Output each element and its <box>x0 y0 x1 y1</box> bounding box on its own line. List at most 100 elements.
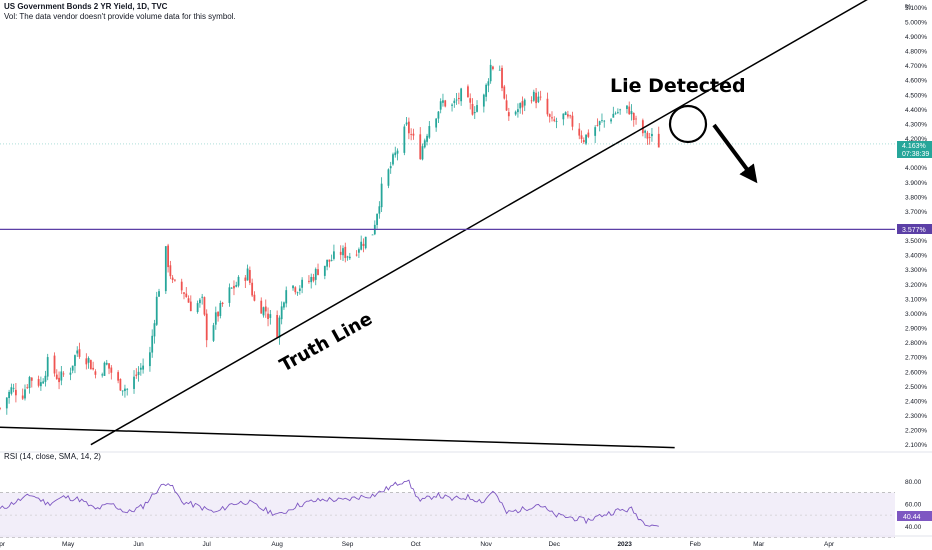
candle-body <box>498 69 501 71</box>
candle-body <box>76 350 79 354</box>
candle-body <box>301 279 304 288</box>
candle-body <box>108 363 110 369</box>
candle-body <box>26 387 29 389</box>
rsi-badge: 40.44 <box>897 511 932 521</box>
candle-body <box>260 300 263 314</box>
candle-body <box>323 265 326 276</box>
candle-body <box>180 281 183 291</box>
candle-body <box>228 287 231 303</box>
candle-body <box>485 84 488 97</box>
candle-body <box>503 86 506 99</box>
candle-body <box>298 288 301 291</box>
candle-body <box>614 113 617 115</box>
truth-line-extension <box>708 0 868 92</box>
candle-body <box>648 137 651 138</box>
candle-body <box>530 100 533 102</box>
candle-body <box>587 132 590 137</box>
candle-body <box>330 260 333 261</box>
candle-body <box>237 276 240 286</box>
candle-body <box>264 306 267 312</box>
candle-body <box>167 245 169 268</box>
rsi-tick-label: 60.00 <box>905 501 922 508</box>
candle-body <box>219 303 222 316</box>
candle-body <box>24 389 26 399</box>
candle-body <box>37 379 40 386</box>
candle-body <box>142 365 145 370</box>
candle-body <box>355 254 358 256</box>
candle-body <box>392 154 394 165</box>
candle-body <box>28 377 31 389</box>
candle-body <box>101 374 104 376</box>
candle-body <box>535 92 537 104</box>
candle-body <box>555 121 558 122</box>
candle-body <box>214 312 217 325</box>
candle-body <box>435 118 438 128</box>
candle-body <box>471 103 474 115</box>
candle-body <box>196 303 199 313</box>
candle-body <box>169 265 172 277</box>
candle-body <box>523 99 526 106</box>
hline-badge: 3.577% <box>897 224 932 234</box>
candle-body <box>505 100 508 111</box>
candle-body <box>339 251 342 255</box>
candle-body <box>346 256 349 258</box>
candle-body <box>74 355 76 366</box>
candle-body <box>598 121 601 125</box>
candle-body <box>185 293 188 298</box>
candle-body <box>296 292 299 294</box>
y-tick-label: 4.700% <box>905 63 927 70</box>
rsi-line <box>0 479 659 527</box>
candle-body <box>251 282 254 296</box>
candle-body <box>387 169 390 186</box>
y-tick-label: 2.900% <box>905 326 927 333</box>
candle-body <box>212 325 215 341</box>
candle-body <box>641 120 644 134</box>
annotation-overlays: Lie Detected Truth Line <box>276 75 758 376</box>
candle-body <box>135 374 138 376</box>
candle-body <box>164 246 167 292</box>
candle-body <box>333 251 335 259</box>
y-tick-label: 3.700% <box>905 209 927 216</box>
candle-body <box>174 279 176 281</box>
candle-body <box>310 276 313 283</box>
candle-body <box>539 96 542 98</box>
candle-body <box>571 115 574 127</box>
candle-body <box>149 352 151 367</box>
candle-body <box>155 296 158 325</box>
candle-body <box>124 388 126 392</box>
candle-body <box>594 127 597 136</box>
y-tick-label: 4.000% <box>905 165 927 172</box>
candle-body <box>119 378 122 391</box>
price-badge-value: 4.163% <box>902 143 926 150</box>
y-tick-label: 4.800% <box>905 49 927 56</box>
candle-body <box>423 140 426 148</box>
y-tick-label: 3.400% <box>905 253 927 260</box>
candle-body <box>442 100 444 103</box>
y-tick-label: 2.700% <box>905 355 927 362</box>
candle-body <box>158 291 160 297</box>
x-tick-label: Dec <box>548 541 560 548</box>
y-tick-label: 5.000% <box>905 19 927 26</box>
candle-body <box>517 109 519 113</box>
candle-body <box>233 285 235 289</box>
candle-body <box>403 126 406 153</box>
y-tick-label: 3.100% <box>905 296 927 303</box>
candle-body <box>566 114 569 117</box>
candle-body <box>15 389 17 396</box>
candle-body <box>380 183 383 208</box>
x-tick-label: Sep <box>342 541 354 548</box>
candle-body <box>410 134 413 135</box>
candle-body <box>278 317 281 338</box>
candle-body <box>546 98 549 115</box>
price-badge: 4.163% 07:38:39 <box>897 141 932 158</box>
y-tick-label: 3.900% <box>905 180 927 187</box>
lie-detected-label: Lie Detected <box>610 75 746 97</box>
candle-body <box>103 362 106 376</box>
candle-body <box>198 299 201 304</box>
lower-trendline <box>0 426 675 449</box>
candle-body <box>283 302 285 308</box>
candle-body <box>657 133 660 148</box>
volume-note: Vol: The data vendor doesn't provide vol… <box>4 12 236 21</box>
y-tick-label: 3.200% <box>905 282 927 289</box>
down-arrow <box>712 123 758 184</box>
